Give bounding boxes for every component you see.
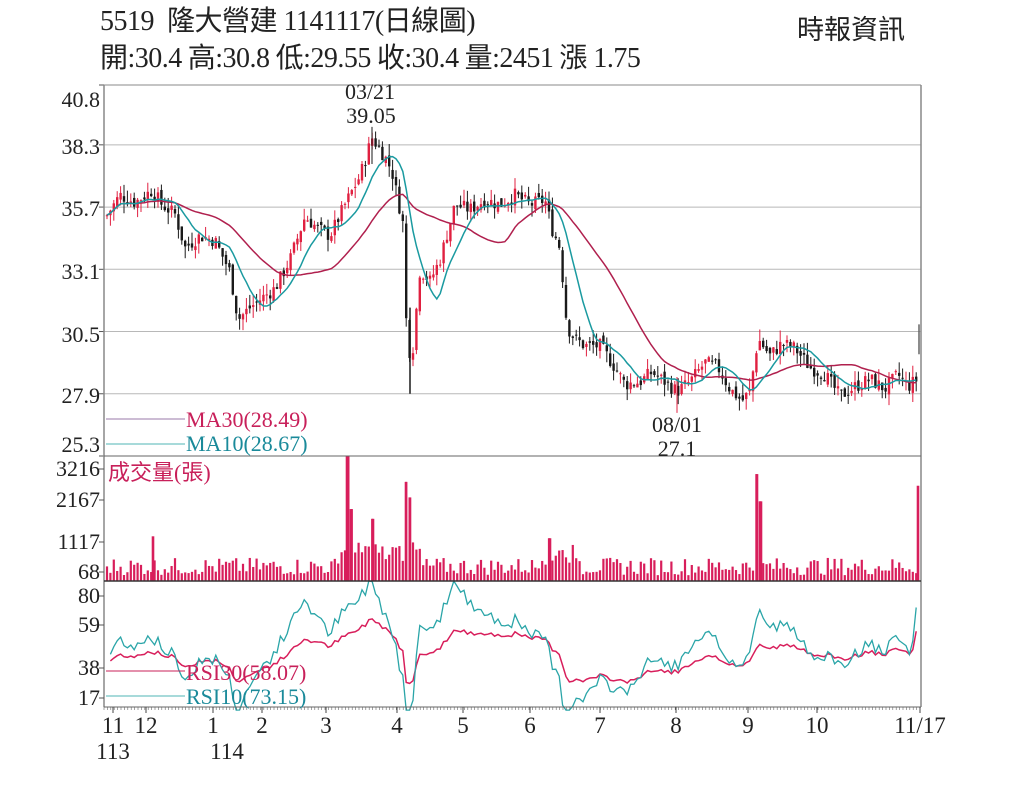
volume-panel [105,456,920,581]
price-panel [104,84,921,457]
stat-change: 漲 1.75 [559,43,641,74]
rsi-ytick: 80 [78,583,100,608]
volume-ytick: 1117 [58,529,100,554]
rsi-ytick: 59 [78,612,100,637]
xtick-label: 6 [524,713,536,738]
price-ytick: 35.7 [62,196,101,221]
axes [99,84,922,713]
xtick-label: 11 [102,713,124,738]
xtick-label: 10 [806,713,829,738]
xtick-label: 7 [594,713,606,738]
chart-title: 5519 隆大營建 1141117(日線圖) [100,6,476,38]
rsi-panel [109,579,917,711]
brand-label: 時報資訊 [797,15,905,45]
ma30-legend: MA30(28.49) [186,407,308,432]
stat-volume: 量:2451 [464,43,554,74]
xtick-label: 5 [457,713,469,738]
volume-title: 成交量(張) [108,460,211,485]
ohlc-stats: 開:30.4 高:30.8 低:29.55 收:30.4 量:2451 漲 1.75 [100,43,646,75]
year-label: 113 [96,739,130,764]
volume-ytick: 3216 [56,456,100,481]
stock-code: 5519 [100,6,155,37]
xtick-label: 4 [391,713,403,738]
xtick-label: 3 [320,713,332,738]
low-value-annotation: 27.1 [658,436,697,461]
stat-low: 低:29.55 [275,43,372,74]
stock-name: 隆大營建 [167,6,278,37]
xtick-label: 9 [742,713,754,738]
xtick-label: 1 [207,713,219,738]
price-ytick: 30.5 [62,322,101,347]
price-ytick: 33.1 [62,259,101,284]
price-ytick: 27.9 [62,383,101,408]
chart-date-label: 1141117(日線圖) [283,6,476,37]
volume-ytick: 68 [78,559,100,584]
xtick-label: 11/17 [894,713,946,738]
rsi-ytick: 17 [78,685,100,710]
xtick-label: 12 [135,713,158,738]
high-date-annotation: 03/21 [345,79,395,104]
rsi10-legend: RSI10(73.15) [186,684,306,709]
stat-open: 開:30.4 [100,43,182,74]
stat-high: 高:30.8 [187,43,270,74]
year-label: 114 [210,739,244,764]
high-value-annotation: 39.05 [346,103,396,128]
xtick-label: 2 [256,713,268,738]
price-ytick: 40.8 [62,87,101,112]
volume-ytick: 2167 [56,487,100,512]
labels: 40.8 38.3 35.7 33.1 30.5 27.9 25.3 3216 … [56,79,946,764]
price-ytick: 25.3 [62,432,101,457]
rsi30-legend: RSI30(58.07) [186,660,306,685]
xtick-label: 8 [670,713,682,738]
stat-close: 收:30.4 [376,43,459,74]
low-date-annotation: 08/01 [652,412,702,437]
price-ytick: 38.3 [62,134,101,159]
ma10-legend: MA10(28.67) [186,431,308,456]
rsi-ytick: 38 [78,655,100,680]
